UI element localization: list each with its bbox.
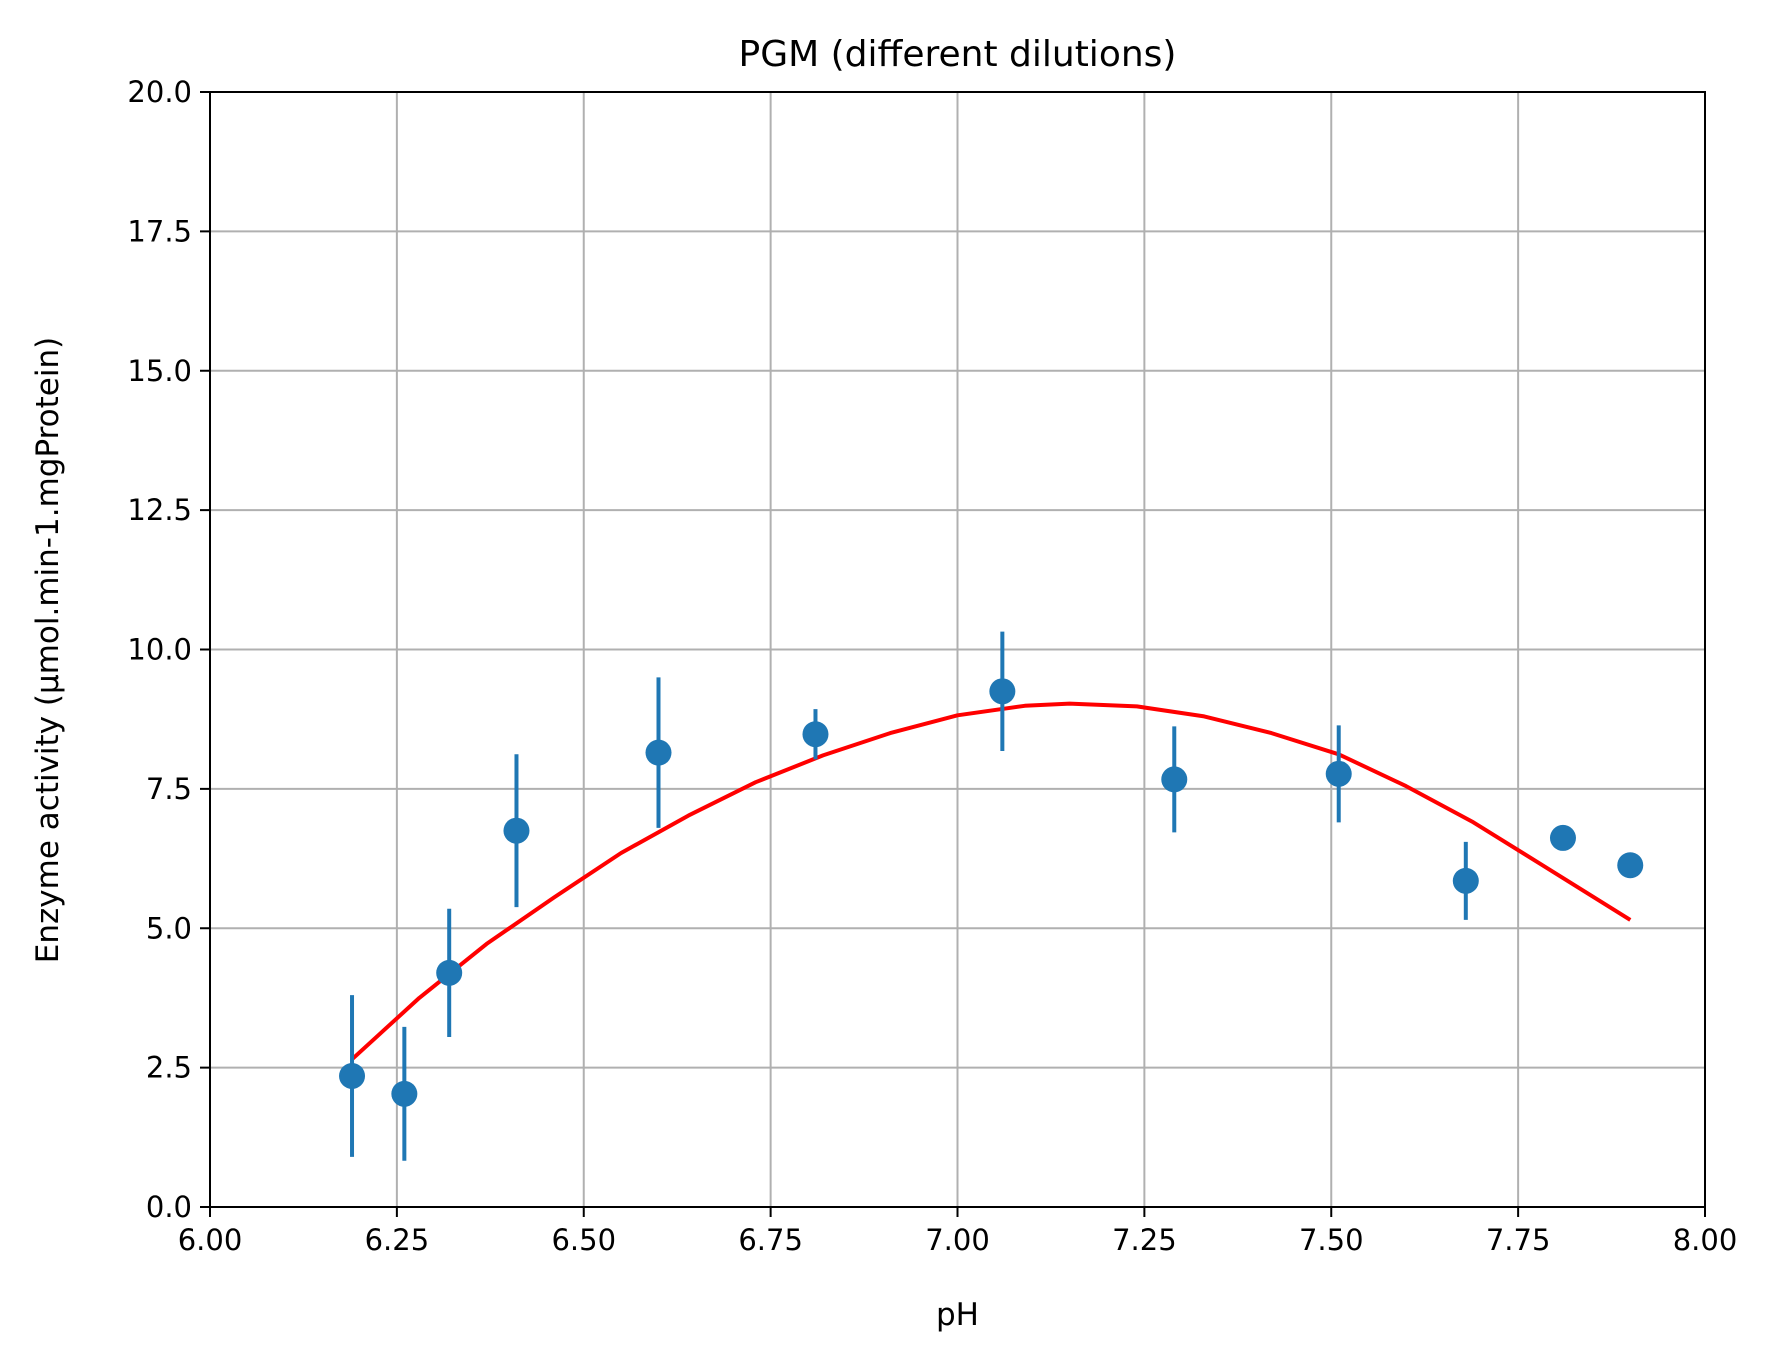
- x-tick-label: 7.75: [1486, 1223, 1551, 1257]
- y-tick-label: 2.5: [146, 1051, 192, 1085]
- data-point: [503, 817, 530, 844]
- y-tick-label: 17.5: [127, 214, 192, 248]
- x-tick-label: 6.50: [551, 1223, 616, 1257]
- x-axis-label: pH: [936, 1297, 979, 1333]
- x-tick-label: 8.00: [1673, 1223, 1738, 1257]
- x-tick-label: 7.00: [925, 1223, 990, 1257]
- y-tick-label: 10.0: [127, 633, 192, 667]
- data-point: [391, 1080, 418, 1107]
- x-tick-label: 6.75: [738, 1223, 803, 1257]
- y-tick-label: 7.5: [146, 772, 192, 806]
- ticks-layer: 6.00 6.25 6.50 6.75 7.00 7.25 7.50 7.75 8.00 0.0 2…: [127, 75, 1737, 1257]
- data-point: [645, 739, 672, 766]
- y-tick-label: 5.0: [146, 911, 192, 945]
- fit-curve: [350, 701, 1632, 1061]
- data-point: [1325, 760, 1352, 787]
- data-point: [989, 678, 1016, 705]
- data-point: [436, 959, 463, 986]
- y-tick-label: 0.0: [146, 1190, 192, 1224]
- fit-layer: [350, 701, 1632, 1061]
- data-point: [1452, 867, 1479, 894]
- chart-title: PGM (different dilutions): [739, 34, 1177, 75]
- x-tick-label: 6.00: [178, 1223, 243, 1257]
- x-tick-label: 7.25: [1112, 1223, 1177, 1257]
- y-tick-label: 12.5: [127, 493, 192, 527]
- y-axis-label: Enzyme activity (µmol.min-1.mgProtein): [30, 337, 66, 963]
- data-point: [339, 1062, 366, 1089]
- y-tick-label: 20.0: [127, 75, 192, 109]
- x-tick-label: 7.50: [1299, 1223, 1364, 1257]
- y-tick-label: 15.0: [127, 354, 192, 388]
- data-point: [1549, 824, 1576, 851]
- points-layer: [339, 631, 1644, 1161]
- data-point: [1617, 852, 1644, 879]
- data-point: [1161, 766, 1188, 793]
- grid-layer: [209, 91, 1706, 1208]
- data-point: [802, 721, 829, 748]
- x-tick-label: 6.25: [365, 1223, 430, 1257]
